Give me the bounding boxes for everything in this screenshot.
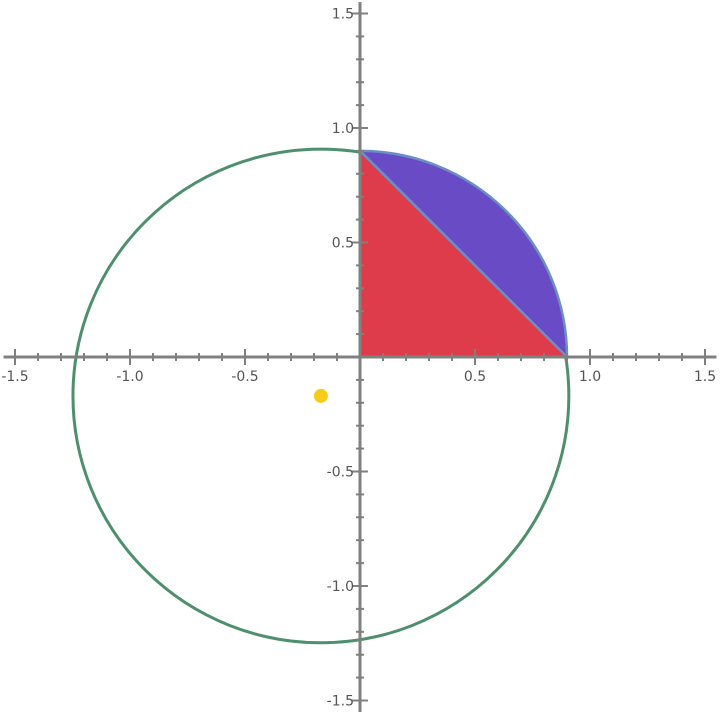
x-tick-label: -1.0 xyxy=(116,369,143,385)
y-tick-label: 1.5 xyxy=(332,7,354,23)
circle-outline xyxy=(71,147,571,645)
axes-layer xyxy=(3,2,717,712)
y-tick-label: -0.5 xyxy=(327,465,354,481)
y-tick-label: -1.5 xyxy=(327,694,354,710)
y-tick-label: 0.5 xyxy=(332,236,354,252)
x-tick-label: 1.0 xyxy=(579,369,601,385)
x-tick-label: -0.5 xyxy=(231,369,258,385)
y-tick-label: -1.0 xyxy=(327,579,354,595)
points-layer xyxy=(313,388,328,403)
x-tick-label: 1.5 xyxy=(694,369,716,385)
y-tick-label: 1.0 xyxy=(332,121,354,137)
data-point xyxy=(313,388,328,403)
x-tick-label: -1.5 xyxy=(1,369,28,385)
tick-labels-layer: -1.5 -1.0 -0.5 0.5 1.0 1.5 1.5 1.0 0.5 -0.5 -1.0 -1… xyxy=(1,7,716,710)
x-tick-label: 0.5 xyxy=(464,369,486,385)
